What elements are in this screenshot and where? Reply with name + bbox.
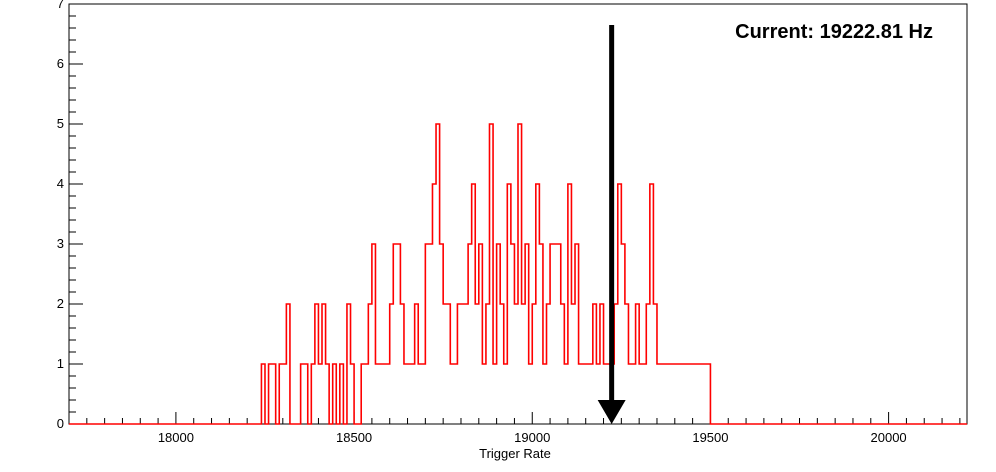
histogram-bin [639,364,643,424]
arrow-head [597,400,626,424]
histogram-bin [564,364,568,424]
histogram-bin [386,364,390,424]
histogram-bin [475,304,479,424]
histogram-bin [632,364,636,424]
histogram-bin [700,364,704,424]
x-tick-label: 20000 [871,430,907,445]
x-tick-label: 18000 [158,430,194,445]
plot-frame [68,3,968,425]
current-rate-label: Current: 19222.81 Hz [735,21,933,43]
histogram-bin [318,364,322,424]
histogram-bin [582,364,586,424]
histogram-outline [69,123,967,425]
histogram-bin [693,364,697,424]
y-tick-label: 2 [57,296,64,311]
histogram-bin [408,364,412,424]
histogram-bin [450,364,454,424]
histogram-bin [514,304,518,424]
histogram-bin [283,364,287,424]
histogram-bin [383,364,387,424]
histogram-bin [493,364,497,424]
histogram-bin [671,364,675,424]
histogram-bin [628,364,632,424]
histogram-bin [664,364,668,424]
histogram-bars [69,123,967,425]
histogram-bin [375,364,379,424]
histogram-bin [643,364,647,424]
y-tick-label: 3 [57,236,64,251]
histogram-bin [579,364,583,424]
y-tick-label: 4 [57,176,64,191]
histogram-bin [404,364,408,424]
y-tick-label: 5 [57,116,64,131]
histogram-bin [589,364,593,424]
histogram-bin [379,364,383,424]
x-tick-label: 19000 [514,430,550,445]
histogram-bin [443,304,447,424]
histogram-bin [678,364,682,424]
histogram-bin [465,304,469,424]
y-tick-label: 7 [57,0,64,11]
histogram-bin [543,364,547,424]
histogram-bin [422,364,426,424]
histogram-bin [365,364,369,424]
histogram-bin [571,304,575,424]
histogram-bin [418,364,422,424]
histogram-bin [461,304,465,424]
histogram-bin [454,364,458,424]
x-axis-title: Trigger Rate [479,446,551,461]
histogram-bin [482,364,486,424]
histogram-bin [703,364,707,424]
histogram-bin [554,244,558,424]
histogram-bin [696,364,700,424]
current-rate-arrow [597,25,626,424]
histogram-bin [522,304,526,424]
histogram-bin [685,364,689,424]
histogram-bin [411,364,415,424]
histogram-bin [529,364,533,424]
y-tick-label: 1 [57,356,64,371]
x-tick-label: 18500 [336,430,372,445]
y-tick-label: 6 [57,56,64,71]
histogram-bin [661,364,665,424]
histogram-bin [504,364,508,424]
histogram-bin [596,364,600,424]
y-tick-label: 0 [57,416,64,431]
histogram-bin [682,364,686,424]
x-axis: 18000 18500 19000 19500 20000 [68,412,961,445]
histogram-bin [586,364,590,424]
histogram-bin [668,364,672,424]
histogram-bin [689,364,693,424]
histogram-bin [657,364,661,424]
y-axis: 0 1 2 3 4 5 6 7 [57,0,83,431]
histogram-bin [675,364,679,424]
histogram-bin [429,244,433,424]
x-tick-label: 19500 [692,430,728,445]
